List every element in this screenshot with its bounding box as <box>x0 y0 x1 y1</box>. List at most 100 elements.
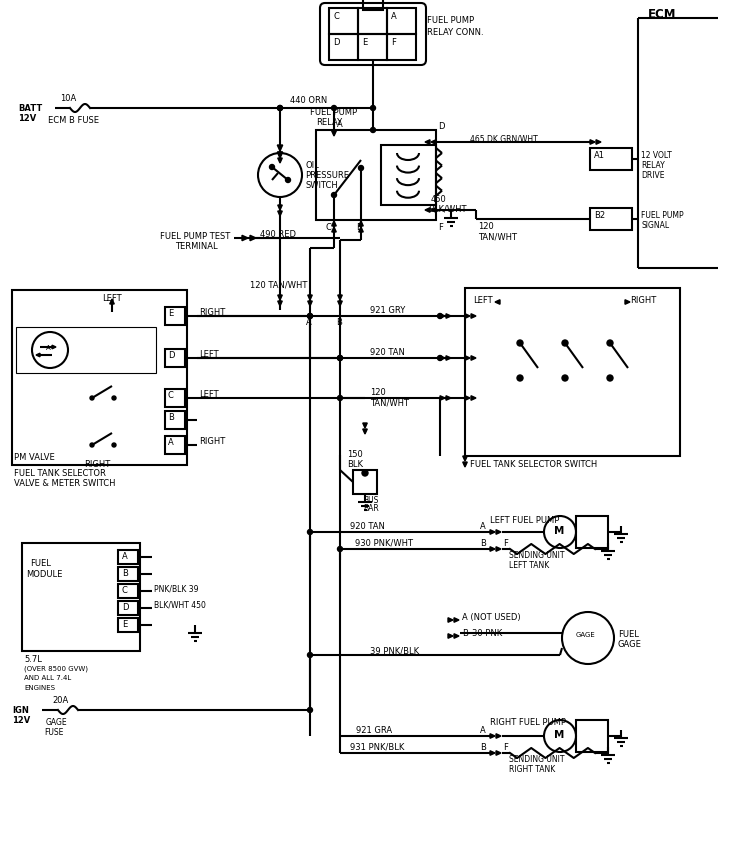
Text: SIGNAL: SIGNAL <box>641 221 669 230</box>
Polygon shape <box>454 618 459 622</box>
Circle shape <box>517 340 523 346</box>
Text: LEFT: LEFT <box>199 390 219 399</box>
Circle shape <box>308 707 312 712</box>
Circle shape <box>308 529 312 534</box>
Text: GAGE: GAGE <box>618 640 642 649</box>
Polygon shape <box>277 152 282 157</box>
Text: TERMINAL: TERMINAL <box>175 242 218 251</box>
Bar <box>22 543 140 651</box>
Text: FUSE: FUSE <box>44 728 63 737</box>
Text: B: B <box>480 539 486 548</box>
Text: C: C <box>168 391 174 400</box>
Text: RIGHT FUEL PUMP: RIGHT FUEL PUMP <box>490 718 566 727</box>
Text: C: C <box>326 223 332 232</box>
Text: FUEL PUMP: FUEL PUMP <box>641 211 684 220</box>
Text: 120: 120 <box>478 222 494 231</box>
Bar <box>329 34 358 60</box>
Polygon shape <box>338 301 342 306</box>
Text: 12V: 12V <box>18 114 36 123</box>
Bar <box>165 307 185 325</box>
Circle shape <box>607 375 613 381</box>
Bar <box>465 288 680 456</box>
Polygon shape <box>490 751 495 755</box>
Bar <box>358 8 387 34</box>
Text: DRIVE: DRIVE <box>641 171 664 180</box>
Polygon shape <box>496 734 501 739</box>
Text: D: D <box>168 351 174 360</box>
Text: F: F <box>503 743 508 752</box>
Text: E: E <box>356 223 361 232</box>
Text: 120 TAN/WHT: 120 TAN/WHT <box>250 280 308 289</box>
Polygon shape <box>465 396 470 400</box>
Text: ENGINES: ENGINES <box>24 685 55 691</box>
Text: BUS: BUS <box>363 496 379 505</box>
Text: 465 DK GRN/WHT: 465 DK GRN/WHT <box>470 134 538 143</box>
Polygon shape <box>490 530 495 534</box>
Bar <box>16 327 156 373</box>
Text: OIL: OIL <box>305 161 319 170</box>
Polygon shape <box>332 227 336 232</box>
Text: A: A <box>480 726 486 735</box>
Circle shape <box>308 313 312 318</box>
Text: LEFT: LEFT <box>102 294 121 303</box>
Polygon shape <box>454 634 459 638</box>
Polygon shape <box>446 396 451 400</box>
Bar <box>358 34 387 60</box>
Text: B: B <box>336 318 342 327</box>
Circle shape <box>286 178 290 182</box>
Polygon shape <box>465 314 470 318</box>
Text: 30 PNK: 30 PNK <box>472 629 502 638</box>
Text: PRESSURE: PRESSURE <box>305 171 349 180</box>
Polygon shape <box>490 734 495 739</box>
Text: A (NOT USED): A (NOT USED) <box>462 613 520 622</box>
Text: A: A <box>306 318 311 327</box>
Polygon shape <box>448 618 453 622</box>
Polygon shape <box>490 546 495 551</box>
Text: 120: 120 <box>370 388 386 397</box>
Circle shape <box>562 375 568 381</box>
Text: RIGHT: RIGHT <box>199 437 225 446</box>
Bar <box>363 0 383 10</box>
Text: PM VALVE: PM VALVE <box>14 453 55 462</box>
Text: MODULE: MODULE <box>26 570 63 579</box>
Polygon shape <box>431 208 436 212</box>
Text: 921 GRA: 921 GRA <box>356 726 392 735</box>
Polygon shape <box>277 211 282 216</box>
Text: 20A: 20A <box>52 696 69 705</box>
Polygon shape <box>308 295 312 300</box>
Text: D: D <box>333 38 339 47</box>
Bar <box>118 584 138 598</box>
Text: FUEL: FUEL <box>30 559 51 568</box>
Polygon shape <box>277 158 282 163</box>
Polygon shape <box>496 751 501 755</box>
Circle shape <box>90 396 94 400</box>
Text: PNK/BLK 39: PNK/BLK 39 <box>154 584 198 593</box>
Bar <box>329 8 358 34</box>
Polygon shape <box>495 300 500 305</box>
Polygon shape <box>277 295 282 300</box>
Text: SENDING UNIT: SENDING UNIT <box>509 551 565 560</box>
Circle shape <box>332 192 336 197</box>
Text: FUEL PUMP: FUEL PUMP <box>310 108 357 117</box>
Bar <box>165 436 185 454</box>
Text: BLK: BLK <box>347 460 363 469</box>
Circle shape <box>332 106 336 111</box>
Text: ECM B FUSE: ECM B FUSE <box>48 116 99 125</box>
Bar <box>165 411 185 429</box>
Text: (OVER 8500 GVW): (OVER 8500 GVW) <box>24 665 88 671</box>
Text: A: A <box>480 522 486 531</box>
Text: 920 TAN: 920 TAN <box>370 348 405 357</box>
Bar <box>118 550 138 564</box>
Circle shape <box>90 443 94 447</box>
Bar <box>590 208 632 230</box>
Circle shape <box>517 375 523 381</box>
Circle shape <box>338 356 342 361</box>
Text: RIGHT: RIGHT <box>630 296 656 305</box>
Text: A: A <box>46 345 51 351</box>
Polygon shape <box>448 634 453 638</box>
Text: E: E <box>362 38 367 47</box>
Text: TAN/WHT: TAN/WHT <box>370 398 409 407</box>
Text: 931 PNK/BLK: 931 PNK/BLK <box>350 743 404 752</box>
Text: B: B <box>480 743 486 752</box>
Polygon shape <box>338 295 342 300</box>
